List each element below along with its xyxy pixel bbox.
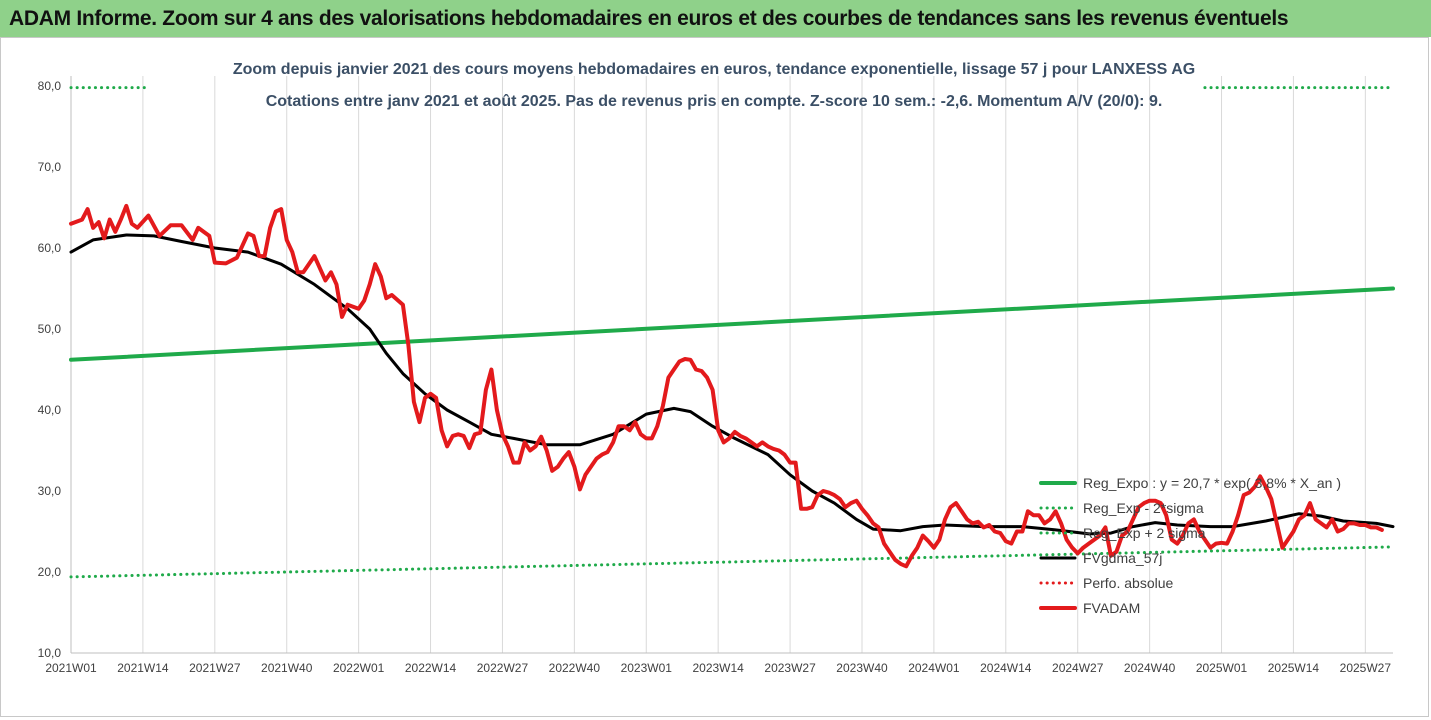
x-tick-label: 2021W14 [117,661,169,675]
chart-subtitle: Cotations entre janv 2021 et août 2025. … [266,93,1163,110]
x-tick-label: 2022W40 [549,661,601,675]
x-tick-label: 2025W27 [1340,661,1392,675]
legend-label: Reg_Exp - 2*sigma [1083,500,1204,516]
legend-label: Perfo. absolue [1083,575,1173,591]
legend-label: Reg_Exp + 2 sigma [1083,525,1206,541]
y-tick-label: 60,0 [38,241,62,255]
x-tick-label: 2024W27 [1052,661,1104,675]
x-tick-label: 2024W14 [980,661,1032,675]
reg-exp-minus-2sigma-line [69,545,1395,579]
legend-label: FVgdma_57j [1083,550,1162,566]
chart-title: Zoom depuis janvier 2021 des cours moyen… [233,61,1195,78]
line-chart: 2021W01 2021W14 2021W27 2021W40 2022W01 2022W… [38,61,1395,675]
axes: 2021W01 2021W14 2021W27 2021W40 2022W01 2022W… [38,76,1393,675]
x-tick-label: 2022W27 [477,661,529,675]
x-tick-label: 2023W14 [692,661,744,675]
x-tick-label: 2022W01 [333,661,385,675]
fvadam-line [69,203,1384,569]
x-tick-label: 2025W01 [1196,661,1248,675]
x-tick-label: 2022W14 [405,661,457,675]
y-tick-label: 20,0 [38,565,62,579]
x-tick-label: 2021W27 [189,661,241,675]
y-tick-label: 50,0 [38,322,62,336]
x-tick-label: 2025W14 [1268,661,1320,675]
y-tick-label: 40,0 [38,403,62,417]
x-tick-label: 2021W40 [261,661,313,675]
x-tick-label: 2021W01 [45,661,97,675]
y-tick-label: 80,0 [38,79,62,93]
chart-frame: 2021W01 2021W14 2021W27 2021W40 2022W01 2022W… [0,37,1429,717]
legend-label: FVADAM [1083,600,1140,616]
x-tick-label: 2023W01 [621,661,673,675]
x-tick-label: 2023W40 [836,661,888,675]
x-tick-label: 2024W40 [1124,661,1176,675]
x-tick-label: 2023W27 [764,661,816,675]
y-tick-label: 70,0 [38,160,62,174]
y-tick-label: 10,0 [38,646,62,660]
reg-expo-line [69,286,1395,362]
y-tick-label: 30,0 [38,484,62,498]
grid-lines [70,76,1366,653]
legend-label: Reg_Expo : y = 20,7 * exp( 3,8% * X_an ) [1083,475,1341,491]
series-lines [69,86,1395,579]
report-banner-title: ADAM Informe. Zoom sur 4 ans des valoris… [0,0,1431,37]
legend: Reg_Expo : y = 20,7 * exp( 3,8% * X_an )… [1039,475,1341,616]
x-tick-label: 2024W01 [908,661,960,675]
